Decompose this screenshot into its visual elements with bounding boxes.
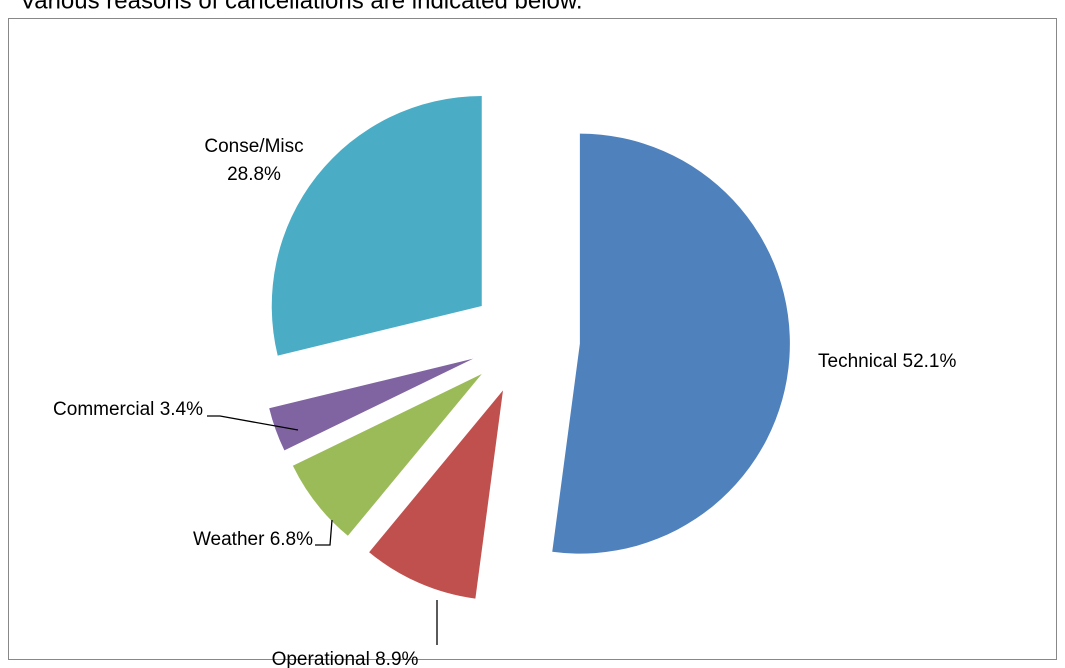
- chart-title: Various reasons of cancellations are ind…: [20, 0, 583, 14]
- category-name: Commercial: [53, 399, 154, 420]
- value-label: 28.8%: [227, 164, 281, 185]
- chart-border: [8, 18, 1057, 660]
- slice-label: Conse/Misc 28.8%: [204, 136, 303, 185]
- value-label: 52.1%: [903, 351, 957, 372]
- value-label: 8.9%: [375, 649, 418, 668]
- leader-line: [315, 519, 333, 546]
- slice-label: Weather 6.8%: [193, 529, 313, 550]
- slice-label: Technical 52.1%: [818, 351, 956, 372]
- value-label: 6.8%: [270, 529, 313, 550]
- pie-slice: [292, 373, 482, 536]
- category-name: Conse/Misc: [204, 136, 303, 157]
- leader-line: [207, 415, 299, 431]
- pie-slice: [269, 358, 474, 451]
- slice-label: Operational 8.9%: [272, 649, 419, 668]
- category-name: Operational: [272, 649, 370, 668]
- pie-slice: [552, 133, 790, 554]
- pie-slice: [271, 96, 482, 356]
- pie-slice: [369, 390, 503, 599]
- value-label: 3.4%: [160, 399, 203, 420]
- category-name: Weather: [193, 529, 265, 550]
- slice-label: Commercial 3.4%: [53, 399, 203, 420]
- category-name: Technical: [818, 351, 897, 372]
